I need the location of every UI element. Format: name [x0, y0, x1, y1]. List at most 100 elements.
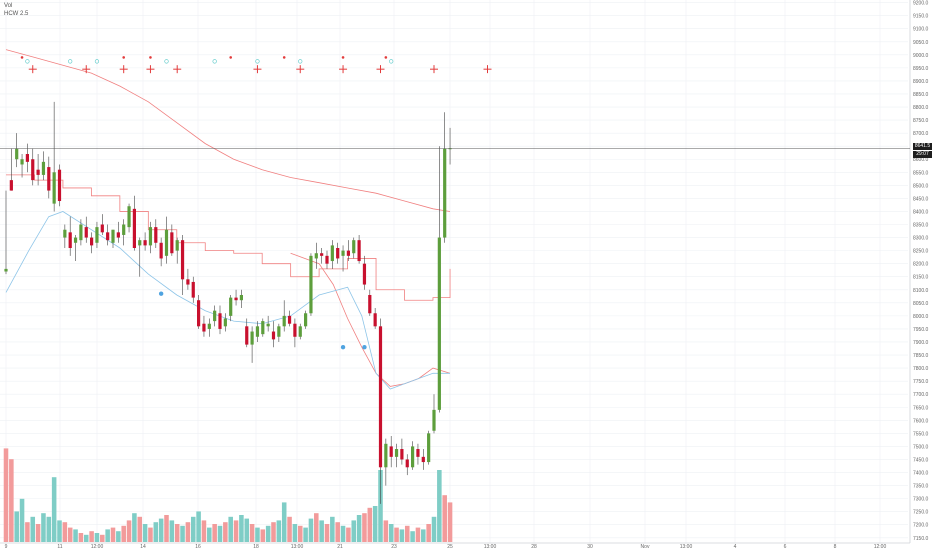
candle-body: [266, 323, 270, 327]
top-marker-teal: [68, 59, 73, 64]
candle-body: [405, 459, 409, 468]
y-tick-label: 8500.0: [913, 183, 929, 189]
volume-bar: [410, 531, 415, 542]
y-tick-label: 7500.0: [913, 444, 929, 450]
x-tick-label: 12:00: [91, 544, 104, 550]
candle-body: [223, 318, 227, 327]
candle-body: [175, 240, 179, 251]
volume-bar: [116, 531, 121, 542]
y-tick-label: 7700.0: [913, 392, 929, 398]
candle-body: [427, 433, 431, 463]
candle-body: [325, 255, 329, 264]
x-tick-label: 21: [337, 544, 343, 550]
volume-bar: [212, 524, 217, 542]
candle-body: [448, 148, 452, 150]
volume-bar: [319, 520, 324, 542]
volume-bar: [121, 525, 126, 542]
ma-step-line: [6, 174, 451, 301]
x-tick-label: 6: [784, 544, 787, 550]
candle-body: [84, 227, 88, 238]
candle-body: [68, 232, 72, 249]
candle-body: [336, 248, 340, 259]
volume-bar: [217, 525, 223, 542]
volume-bar: [126, 520, 132, 542]
volume-bar: [62, 522, 68, 542]
volume-bar: [228, 516, 233, 542]
candle-body: [234, 297, 238, 301]
y-tick-label: 9200.0: [913, 1, 929, 7]
y-tick-label: 7200.0: [913, 523, 929, 529]
volume-bar: [297, 525, 303, 542]
candle-body: [394, 449, 399, 457]
candle-body: [116, 232, 120, 238]
volume-bar: [223, 522, 228, 542]
candle-body: [314, 253, 318, 259]
top-marker-red: [384, 56, 388, 59]
volume-bar: [9, 459, 14, 542]
y-tick-label: 7450.0: [913, 457, 929, 463]
y-tick-label: 8550.0: [913, 170, 929, 176]
candle-body: [411, 446, 415, 468]
x-tick-label: 4: [734, 544, 737, 550]
y-tick-label: 7750.0: [913, 379, 929, 385]
top-marker-teal: [212, 59, 217, 64]
y-tick-label: 8700.0: [913, 131, 929, 137]
x-tick-label: 30: [587, 544, 593, 550]
candle-body: [384, 443, 388, 468]
candle-body: [437, 237, 441, 410]
y-tick-label: 7350.0: [913, 484, 929, 490]
x-tick-label: 18: [253, 544, 259, 550]
x-tick-label: 13:00: [680, 544, 693, 550]
y-tick-label: 7900.0: [913, 340, 929, 346]
y-tick-label: 7400.0: [913, 471, 929, 477]
y-tick-label: 7300.0: [913, 497, 929, 503]
candle-body: [309, 255, 313, 314]
x-tick-label: 25: [447, 544, 453, 550]
y-tick-label: 7250.0: [913, 510, 929, 516]
volume-bar: [426, 524, 431, 542]
volume-bar: [3, 448, 9, 542]
x-tick-label: 8: [834, 544, 837, 550]
x-tick-label: 28: [531, 544, 537, 550]
candle-body: [73, 237, 78, 243]
top-marker-red: [149, 56, 152, 59]
volume-bar: [41, 513, 46, 542]
candle-body: [320, 253, 324, 256]
x-tick-label: 9: [5, 544, 8, 550]
candle-body: [293, 323, 297, 337]
candle-body: [143, 240, 147, 246]
volume-bar: [399, 529, 405, 542]
candle-body: [63, 229, 67, 238]
candle-body: [389, 446, 393, 457]
top-marker-red: [282, 56, 286, 59]
volume-bar: [239, 515, 244, 542]
x-tick-label: 14: [140, 544, 146, 550]
candle-body: [106, 232, 110, 241]
volume-bar: [447, 502, 453, 542]
volume-bar: [14, 511, 19, 542]
volume-bar: [421, 529, 426, 542]
volume-bar: [153, 522, 159, 542]
y-tick-label: 7150.0: [913, 536, 929, 542]
volume-bar: [185, 522, 191, 542]
candle-body: [250, 331, 254, 345]
y-tick-label: 8200.0: [913, 262, 929, 268]
volume-bar: [201, 520, 207, 542]
volume-bar: [303, 527, 308, 542]
candle-body: [79, 224, 83, 241]
top-marker-teal: [389, 59, 394, 64]
volume-bar: [346, 527, 351, 542]
y-tick-label: 8950.0: [913, 66, 929, 72]
candle-body: [443, 148, 447, 238]
volume-bar: [94, 533, 100, 542]
candle-body: [47, 167, 51, 191]
volume-bar: [249, 524, 255, 542]
candle-body: [304, 313, 308, 327]
volume-bar: [314, 513, 319, 542]
volume-bar: [25, 522, 30, 542]
y-tick-label: 8300.0: [913, 236, 929, 242]
candle-body: [341, 250, 345, 256]
volume-bar: [57, 520, 62, 542]
candle-body: [20, 159, 24, 165]
